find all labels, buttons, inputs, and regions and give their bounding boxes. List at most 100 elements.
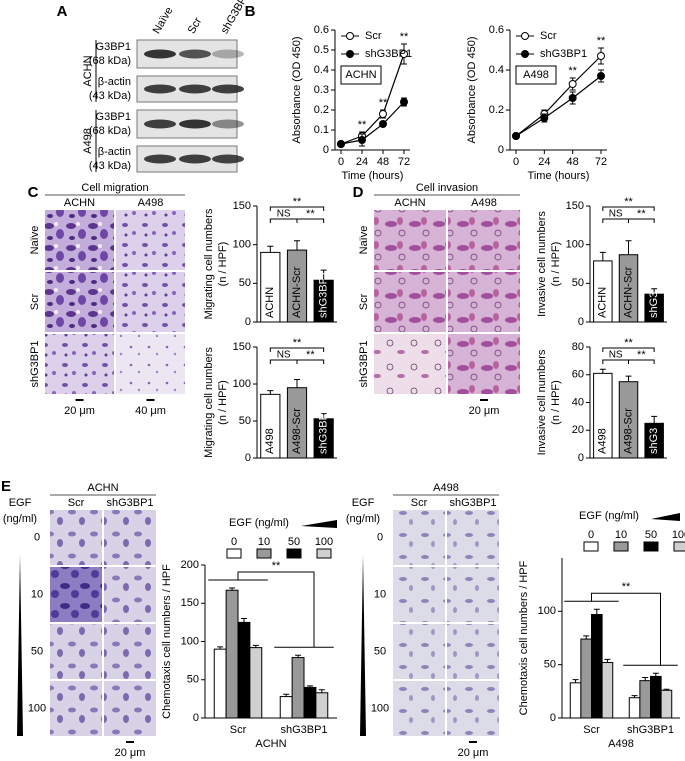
y-tick-label: 0.4 bbox=[314, 64, 329, 76]
scale-label: 20 μm bbox=[64, 405, 95, 417]
bar-label: A498-Scr bbox=[622, 408, 634, 454]
significance: ** bbox=[637, 349, 646, 361]
significance: ** bbox=[293, 337, 302, 349]
y-tick-label: 0 bbox=[498, 144, 504, 156]
blot-band bbox=[179, 49, 211, 59]
y-axis-label: Invasive cell numbers bbox=[536, 211, 548, 317]
bar-label: shG3 bbox=[648, 428, 660, 454]
column-label: A498 bbox=[471, 197, 497, 209]
legend-wedge bbox=[301, 520, 337, 528]
micrograph bbox=[116, 334, 185, 394]
significance: NS bbox=[609, 350, 623, 361]
scale-label: 20 μm bbox=[469, 405, 500, 417]
y-tick-label: 0 bbox=[245, 452, 251, 464]
y-tick-label: 20 bbox=[572, 424, 584, 436]
micrograph bbox=[393, 681, 445, 736]
y-tick-label: 100 bbox=[566, 239, 584, 251]
bar bbox=[593, 260, 613, 323]
column-label: Scr bbox=[411, 497, 428, 509]
micrograph bbox=[374, 210, 446, 270]
bar-label: shG3BP1 bbox=[318, 407, 330, 454]
bar bbox=[286, 387, 308, 459]
blot-band bbox=[144, 119, 176, 129]
significance: ** bbox=[597, 35, 606, 47]
x-axis-label: Time (hours) bbox=[528, 170, 590, 182]
blot-band bbox=[212, 119, 244, 129]
inset-box bbox=[340, 65, 382, 85]
legend-label: 50 bbox=[645, 529, 657, 541]
legend-label: shG3BP1 bbox=[365, 48, 412, 60]
bar bbox=[313, 279, 334, 323]
blot-band bbox=[212, 154, 244, 164]
grid-title: A498 bbox=[433, 482, 459, 494]
bar-label: A498 bbox=[264, 428, 276, 454]
dose-label: 50 bbox=[374, 645, 386, 657]
micrograph bbox=[50, 567, 102, 622]
bar bbox=[644, 422, 664, 459]
y-tick-label: 0.2 bbox=[489, 104, 504, 116]
legend-label: 10 bbox=[258, 536, 270, 548]
bar-label: ACHN-Scr bbox=[622, 266, 634, 318]
legend-swatch bbox=[226, 548, 242, 559]
dose-title: EGF bbox=[9, 497, 32, 509]
column-label: shG3BP1 bbox=[449, 497, 496, 509]
bracket bbox=[602, 359, 655, 364]
significance: ** bbox=[568, 65, 577, 77]
inset-box bbox=[515, 65, 557, 85]
bar bbox=[291, 657, 305, 719]
row-label: shG3BP1 bbox=[358, 340, 370, 387]
y-tick-label: 200 bbox=[181, 559, 199, 571]
bar bbox=[279, 696, 293, 719]
bar bbox=[313, 418, 334, 459]
dose-title: (ng/ml) bbox=[3, 513, 37, 525]
y-axis-label: Migrating cell numbers bbox=[203, 347, 215, 458]
y-tick-label: 60 bbox=[572, 369, 584, 381]
y-tick-label: 50 bbox=[239, 415, 251, 427]
column-label: A498 bbox=[138, 197, 164, 209]
error-bar bbox=[320, 413, 327, 419]
significance: NS bbox=[277, 209, 291, 220]
legend-swatch bbox=[256, 548, 272, 559]
x-axis-label: A498 bbox=[608, 738, 634, 750]
series-line bbox=[340, 101, 405, 145]
error-bar bbox=[599, 368, 606, 374]
bar-label: ACHN bbox=[597, 287, 609, 318]
dose-label: 100 bbox=[28, 702, 46, 714]
micrograph bbox=[104, 510, 156, 565]
blot-band bbox=[144, 154, 176, 164]
micrograph bbox=[45, 334, 114, 394]
y-axis-label: Chemotaxis cell numbers / HPF bbox=[518, 560, 530, 715]
y-tick-label: 0 bbox=[578, 452, 584, 464]
y-tick-label: 150 bbox=[233, 200, 251, 212]
significance: NS bbox=[609, 209, 623, 220]
marker bbox=[379, 120, 387, 128]
bar bbox=[260, 251, 281, 323]
marker bbox=[540, 114, 549, 122]
micrograph bbox=[393, 510, 445, 565]
y-axis-label: (n / HPF) bbox=[550, 380, 562, 425]
blot-band bbox=[179, 154, 211, 164]
bar bbox=[601, 662, 614, 719]
y-tick-label: 150 bbox=[233, 341, 251, 353]
bar bbox=[618, 254, 639, 323]
significance: ** bbox=[622, 581, 631, 593]
row-label: shG3BP1 bbox=[29, 340, 41, 387]
y-tick-label: 0 bbox=[323, 144, 329, 156]
significance: ** bbox=[400, 31, 409, 43]
significance: ** bbox=[624, 337, 633, 349]
error-bar bbox=[599, 251, 606, 261]
micrograph bbox=[104, 567, 156, 622]
x-tick-label: 24 bbox=[356, 156, 368, 168]
dose-wedge bbox=[360, 555, 366, 736]
bar-label: ACHN-Scr bbox=[291, 266, 303, 318]
marker bbox=[379, 110, 387, 118]
y-tick-label: 0 bbox=[550, 712, 556, 724]
grid-title: Cell migration bbox=[81, 182, 148, 194]
x-tick-label: 0 bbox=[513, 156, 519, 168]
scale-label: 40 μm bbox=[135, 405, 166, 417]
micrograph bbox=[116, 210, 185, 270]
series-line bbox=[340, 53, 405, 145]
grid-title: ACHN bbox=[87, 482, 118, 494]
micrograph bbox=[50, 624, 102, 679]
row-label: Scr bbox=[29, 293, 41, 310]
